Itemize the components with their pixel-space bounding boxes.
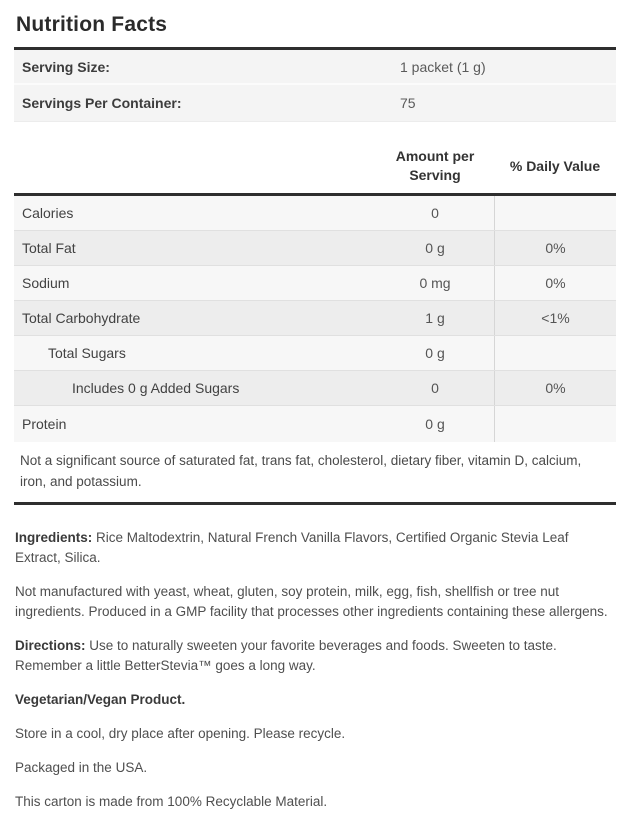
nutrient-daily-value: 0% — [494, 371, 616, 405]
paragraph-ingredients: Ingredients: Rice Maltodextrin, Natural … — [15, 528, 615, 568]
nutrient-daily-value — [494, 336, 616, 370]
divider-bottom — [14, 502, 616, 505]
nutrition-table-header-row: Amount per Serving % Daily Value — [14, 147, 616, 185]
nutrition-footnote: Not a significant source of saturated fa… — [20, 453, 582, 489]
nutrition-row-sodium: Sodium 0 mg 0% — [14, 266, 616, 301]
nutrition-row-calories: Calories 0 — [14, 196, 616, 231]
nutrient-amount: 0 g — [425, 345, 445, 361]
paragraph-4: Store in a cool, dry place after opening… — [15, 724, 615, 744]
serving-row-value: 1 packet (1 g) — [400, 58, 486, 75]
paragraph-text: Rice Maltodextrin, Natural French Vanill… — [15, 530, 569, 565]
nutrient-daily-value: <1% — [494, 301, 616, 335]
paragraph-label: Directions: — [15, 638, 86, 653]
page-title: Nutrition Facts — [16, 13, 168, 36]
paragraph-5: Packaged in the USA. — [15, 758, 615, 778]
nutrient-amount: 0 — [431, 380, 439, 396]
paragraph-text: Packaged in the USA. — [15, 760, 148, 775]
nutrient-daily-value: 0% — [494, 231, 616, 265]
serving-row-servings-per-container: Servings Per Container: 75 — [14, 85, 616, 121]
nutrient-amount: 0 mg — [419, 275, 451, 291]
paragraph-label: Vegetarian/Vegan Product. — [15, 692, 186, 707]
nutrition-row-includes-0-g-added-sugars: Includes 0 g Added Sugars 0 0% — [14, 371, 616, 406]
nutrition-row-total-sugars: Total Sugars 0 g — [14, 336, 616, 371]
paragraph-text: This carton is made from 100% Recyclable… — [15, 794, 328, 809]
serving-row-serving-size: Serving Size: 1 packet (1 g) — [14, 50, 616, 85]
nutrient-name: Total Sugars — [48, 345, 126, 361]
paragraph-label: Ingredients: — [15, 530, 93, 545]
info-paragraphs: Ingredients: Rice Maltodextrin, Natural … — [14, 528, 616, 812]
column-header-amount-label: Amount per Serving — [395, 148, 475, 183]
paragraph-text: Store in a cool, dry place after opening… — [15, 726, 346, 741]
nutrient-name: Total Fat — [22, 240, 76, 256]
nutrition-row-total-carbohydrate: Total Carbohydrate 1 g <1% — [14, 301, 616, 336]
paragraph-text: Not manufactured with yeast, wheat, glut… — [15, 584, 608, 619]
serving-row-label: Serving Size: — [22, 58, 110, 75]
serving-info-table: Serving Size: 1 packet (1 g) Servings Per … — [14, 50, 616, 122]
nutrient-daily-value — [494, 406, 616, 442]
paragraph-1: Not manufactured with yeast, wheat, glut… — [15, 582, 615, 622]
column-header-daily-value: % Daily Value — [494, 157, 616, 176]
nutrient-name: Protein — [22, 416, 67, 432]
nutrient-name: Total Carbohydrate — [22, 310, 141, 326]
paragraph-6: This carton is made from 100% Recyclable… — [15, 792, 615, 812]
column-header-daily-value-label: % Daily Value — [509, 157, 601, 174]
paragraph-directions: Directions: Use to naturally sweeten you… — [15, 636, 615, 676]
nutrition-table-body: Calories 0 Total Fat 0 g 0% Sodium 0 mg 0% Total… — [14, 196, 616, 442]
nutrient-amount: 1 g — [425, 310, 445, 326]
nutrient-name: Sodium — [22, 275, 70, 291]
nutrition-row-protein: Protein 0 g — [14, 406, 616, 442]
serving-row-value: 75 — [400, 95, 416, 111]
nutrient-amount: 0 — [431, 205, 439, 221]
nutrient-amount: 0 g — [425, 240, 445, 256]
nutrient-daily-value — [494, 196, 616, 230]
paragraph-vegetarian-vegan-product: Vegetarian/Vegan Product. — [15, 690, 615, 710]
nutrition-label-page: Nutrition Facts Serving Size: 1 packet (1… — [0, 13, 632, 812]
serving-row-label: Servings Per Container: — [22, 95, 182, 111]
nutrient-amount: 0 g — [425, 416, 445, 432]
nutrition-row-total-fat: Total Fat 0 g 0% — [14, 231, 616, 266]
nutrient-name: Calories — [22, 205, 74, 221]
divider-top — [14, 47, 616, 50]
column-header-amount: Amount per Serving — [376, 147, 494, 185]
paragraph-text: Use to naturally sweeten your favorite b… — [15, 638, 557, 673]
divider-header — [14, 193, 616, 196]
nutrient-daily-value: 0% — [494, 266, 616, 300]
nutrient-name: Includes 0 g Added Sugars — [72, 380, 240, 396]
